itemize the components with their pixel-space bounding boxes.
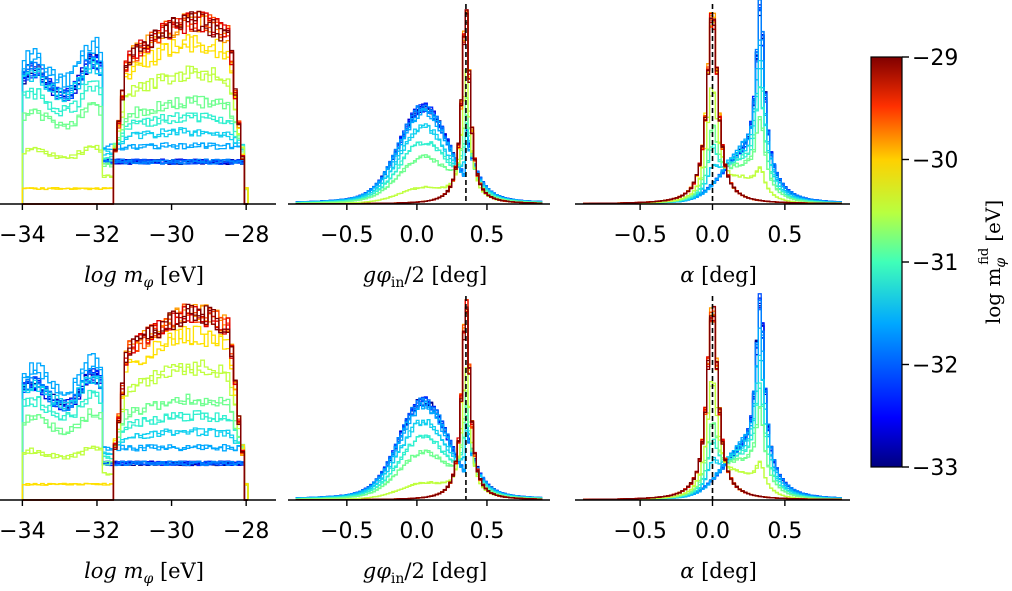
histogram-series-1 — [21, 54, 248, 205]
colorbar-label-sub: φ — [993, 258, 1009, 268]
x-axis-label: gφin/2 [deg] — [363, 559, 487, 587]
x-tick-label: −0.5 — [613, 519, 666, 544]
panel-gphi-top: −0.5 0.0 0.5 gφin/2 [deg] — [288, 4, 550, 291]
histogram-series-5 — [21, 40, 249, 204]
histogram-series-10 — [21, 325, 249, 500]
histogram-series-4 — [295, 105, 543, 204]
x-axis-label: log mφ [eV] — [84, 263, 204, 291]
histogram-series-6 — [21, 375, 249, 500]
histogram-series-4 — [295, 397, 543, 500]
histogram-series-9 — [21, 65, 249, 204]
x-tick-label: −0.5 — [613, 223, 666, 248]
histogram-series-2 — [21, 56, 248, 205]
x-tick-label: 0.5 — [767, 223, 802, 248]
x-tick-label: −32 — [74, 223, 120, 248]
x-tick-label: 0.5 — [469, 519, 504, 544]
histogram-series-4 — [295, 104, 543, 204]
x-tick-label: −0.5 — [320, 519, 373, 544]
histogram-series-9 — [295, 367, 543, 501]
histogram-series-8 — [583, 407, 842, 501]
histogram-series-8 — [21, 95, 249, 204]
histogram-series-9 — [295, 70, 543, 205]
histogram-series-6 — [295, 418, 543, 500]
x-tick-label: −32 — [74, 519, 120, 544]
x-axis-label: gφin/2 [deg] — [363, 263, 487, 291]
colorbar-gradient — [870, 56, 903, 468]
colorbar-label-unit: [eV] — [981, 200, 1005, 242]
colorbar-label-sup: fid — [977, 248, 992, 265]
histogram-series-9 — [295, 69, 543, 205]
histogram-series-7 — [21, 85, 249, 204]
x-tick-label: −0.5 — [320, 223, 373, 248]
x-axis-label: α [deg] — [680, 263, 757, 287]
histogram-series-8 — [295, 392, 543, 500]
x-tick-label: 0.0 — [399, 223, 434, 248]
histogram-series-6 — [295, 123, 543, 204]
histogram-series-0 — [295, 106, 543, 204]
panel-alpha-bottom: −0.5 0.0 0.5 α [deg] — [575, 293, 850, 583]
colorbar-label: log mφfid [eV] — [977, 200, 1009, 324]
colorbar-tick-label: −31 — [912, 251, 958, 276]
histogram-series-5 — [21, 353, 249, 500]
histogram-series-1 — [21, 53, 248, 205]
x-tick-label: −28 — [223, 519, 269, 544]
histogram-series-7 — [21, 80, 249, 204]
histogram-series-9 — [21, 359, 249, 500]
histogram-series-3 — [295, 105, 543, 204]
histogram-series-3 — [295, 399, 543, 500]
histogram-series-9 — [21, 65, 249, 204]
x-tick-label: 0.5 — [469, 223, 504, 248]
histogram-series-0 — [295, 399, 543, 500]
colorbar-tick-label: −32 — [912, 354, 958, 379]
histogram-series-2 — [295, 396, 543, 500]
histogram-series-6 — [295, 414, 543, 500]
colorbar-ticks: −29 −30 −31 −32 −33 — [902, 46, 958, 481]
histogram-series-14 — [583, 17, 842, 205]
panel-mass-top: −34 −32 −30 −28 log mφ [eV] — [0, 10, 276, 291]
panel-alpha-top: −0.5 0.0 0.5 α [deg] — [575, 0, 850, 287]
histogram-series-0 — [21, 54, 248, 205]
colorbar-tick-label: −33 — [912, 456, 958, 481]
histogram-series-4 — [21, 58, 248, 205]
colorbar-tick-label: −30 — [912, 149, 958, 174]
panel-mass-bottom: −34 −32 −30 −28 log mφ [eV] — [0, 303, 276, 587]
colorbar: −29 −30 −31 −32 −33 log mφfid [eV] — [870, 46, 1009, 481]
x-tick-label: 0.5 — [767, 519, 802, 544]
x-tick-label: −30 — [148, 519, 194, 544]
colorbar-tick-label: −29 — [912, 46, 958, 71]
histogram-series-6 — [295, 122, 543, 204]
histogram-series-3 — [21, 54, 248, 205]
histogram-series-7 — [21, 390, 249, 500]
x-tick-label: −34 — [0, 519, 46, 544]
histogram-series-3 — [295, 397, 543, 500]
x-tick-label: −34 — [0, 223, 46, 248]
x-axis-label: α [deg] — [680, 559, 757, 583]
histogram-series-6 — [21, 57, 249, 204]
x-tick-label: −28 — [223, 223, 269, 248]
histogram-series-10 — [21, 36, 249, 204]
histogram-series-0 — [295, 398, 543, 500]
panel-gphi-bottom: −0.5 0.0 0.5 gφin/2 [deg] — [288, 296, 550, 587]
x-tick-label: 0.0 — [695, 519, 730, 544]
histogram-series-0 — [21, 52, 248, 205]
x-tick-label: 0.0 — [399, 519, 434, 544]
x-tick-label: −30 — [148, 223, 194, 248]
colorbar-label-main: log m — [981, 268, 1005, 325]
histogram-series-4 — [295, 397, 543, 500]
histogram-series-8 — [21, 393, 249, 500]
histogram-series-6 — [21, 377, 249, 500]
x-axis-label: log mφ [eV] — [84, 559, 204, 587]
histogram-series-9 — [21, 361, 249, 500]
x-tick-label: 0.0 — [695, 223, 730, 248]
